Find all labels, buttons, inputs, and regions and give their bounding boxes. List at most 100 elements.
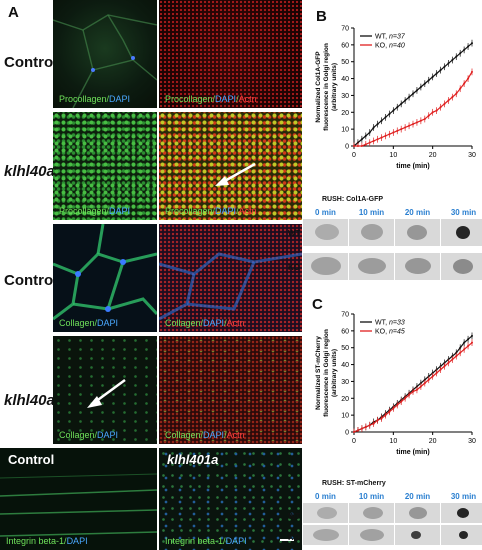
rush-c-ko-30 bbox=[441, 525, 482, 545]
data-point bbox=[459, 346, 462, 349]
y-axis-label-line: (arbitrary units) bbox=[331, 63, 338, 111]
data-point bbox=[372, 139, 375, 142]
data-point bbox=[380, 119, 383, 122]
caption-procollagen-dapi: Procollagen/DAPI bbox=[59, 94, 131, 104]
data-point bbox=[471, 70, 473, 73]
data-point bbox=[443, 102, 446, 105]
y-tick-label: 70 bbox=[341, 26, 349, 33]
caption-procollagen-dapi-2: Procollagen/DAPI bbox=[59, 206, 131, 216]
data-point bbox=[455, 351, 458, 354]
micrograph-klhl40a-collagen-dapi: Collagen/DAPI bbox=[53, 336, 157, 444]
data-point bbox=[427, 114, 430, 117]
legend-entry: KO, n=40 bbox=[375, 43, 405, 50]
y-axis-label-line: Normalized Col1A-GFP bbox=[315, 51, 322, 123]
data-point bbox=[404, 397, 407, 400]
data-point bbox=[412, 123, 414, 126]
data-point bbox=[463, 82, 466, 85]
legend-n: n=37 bbox=[389, 34, 406, 41]
data-point bbox=[388, 410, 391, 413]
scale-bar bbox=[280, 539, 294, 541]
data-point bbox=[451, 59, 454, 62]
rush-b-ko-10 bbox=[349, 253, 394, 280]
y-axis-label-line: fluorescence in Golgi region bbox=[323, 43, 330, 131]
data-point bbox=[471, 42, 473, 45]
data-point bbox=[408, 124, 411, 127]
row-label-b-wt: WT bbox=[288, 229, 301, 238]
data-point bbox=[384, 116, 387, 119]
data-point bbox=[392, 109, 395, 112]
data-point bbox=[400, 128, 403, 131]
y-tick-label: 40 bbox=[341, 76, 349, 83]
rush-b-wt-20 bbox=[395, 219, 440, 246]
data-point bbox=[380, 417, 383, 420]
time-label-b-3: 30 min bbox=[450, 208, 477, 217]
caption-integrin-dapi-2: Integrin beta-1/DAPI bbox=[165, 536, 247, 546]
x-tick-label: 0 bbox=[352, 152, 356, 159]
chart-b: 0 10 20 30 0 10 20 30 40 50 60 70 time (min) Normaliz… bbox=[315, 26, 476, 171]
data-point bbox=[447, 62, 450, 65]
data-point bbox=[368, 131, 371, 134]
data-point bbox=[467, 338, 470, 341]
legend-entry: WT, n=37 bbox=[375, 34, 406, 41]
rush-b-wt-10 bbox=[349, 219, 394, 246]
rush-c-wt-20 bbox=[395, 503, 440, 523]
data-point bbox=[467, 345, 470, 348]
rush-title-b: RUSH: Col1A-GFP bbox=[322, 196, 384, 203]
rush-c-wt-30 bbox=[441, 503, 482, 523]
row-label-b-ko: KO bbox=[288, 263, 300, 272]
panel-letter-c: C bbox=[312, 296, 323, 313]
y-tick-label: 40 bbox=[341, 362, 349, 369]
data-point bbox=[451, 358, 454, 361]
data-point bbox=[427, 378, 430, 381]
data-point bbox=[423, 382, 426, 385]
data-point bbox=[431, 375, 434, 378]
y-tick-label: 30 bbox=[341, 379, 349, 386]
data-point bbox=[400, 102, 403, 105]
data-point bbox=[451, 355, 454, 358]
data-point bbox=[423, 82, 426, 85]
data-point bbox=[471, 334, 473, 337]
rush-b-wt-0 bbox=[303, 219, 348, 246]
data-point bbox=[353, 145, 355, 147]
data-point bbox=[415, 388, 418, 391]
micrograph-klhl40a-procollagen-dapi-actn: Procollagen/DAPI/Actn bbox=[159, 112, 302, 220]
row-label-3: Control bbox=[4, 272, 58, 289]
data-point bbox=[364, 143, 367, 146]
data-point bbox=[419, 385, 422, 388]
rush-c-wt-10 bbox=[349, 503, 394, 523]
rush-b-wt-30 bbox=[441, 219, 482, 246]
y-tick-label: 20 bbox=[341, 396, 349, 403]
data-point bbox=[392, 407, 395, 410]
micrograph-control-procollagen-dapi-actn: Procollagen/DAPI/Actn bbox=[159, 0, 302, 108]
caption-collagen-dapi: Collagen/DAPI bbox=[59, 318, 119, 328]
data-point bbox=[396, 129, 399, 132]
micrograph-control-procollagen-dapi: Procollagen/DAPI bbox=[53, 0, 157, 108]
micrograph-control-integrin-dapi: Control Integrin beta-1/DAPI bbox=[0, 448, 157, 550]
row-label-c-ko: KO bbox=[288, 533, 300, 542]
micrograph-control-collagen-dapi-actn: Collagen/DAPI/Actn bbox=[159, 224, 302, 332]
data-point bbox=[396, 106, 399, 109]
caption-collagen-dapi-2: Collagen/DAPI bbox=[59, 430, 119, 440]
rush-c-ko-20 bbox=[395, 525, 440, 545]
data-point bbox=[463, 48, 466, 51]
rush-title-c: RUSH: ST-mCherry bbox=[322, 480, 386, 487]
bottom-label-klhl401a: klhl401a bbox=[167, 452, 219, 467]
series-line-ko bbox=[354, 71, 473, 147]
y-tick-label: 60 bbox=[341, 328, 349, 335]
data-point bbox=[376, 123, 379, 126]
y-axis-label-line: (arbitrary units) bbox=[331, 349, 338, 397]
data-point bbox=[372, 126, 375, 129]
data-point bbox=[384, 134, 387, 137]
time-label-c-3: 30 min bbox=[450, 492, 477, 501]
micrograph-klhl40a-integrin-dapi: klhl401a Integrin beta-1/DAPI bbox=[159, 448, 302, 550]
data-point bbox=[356, 145, 359, 147]
data-point bbox=[415, 89, 418, 92]
data-point bbox=[360, 138, 363, 141]
data-point bbox=[455, 92, 458, 95]
data-point bbox=[439, 368, 442, 371]
x-tick-label: 30 bbox=[468, 152, 476, 159]
y-tick-label: 0 bbox=[345, 430, 349, 437]
data-point bbox=[408, 393, 411, 396]
data-point bbox=[388, 133, 391, 136]
rush-c-ko-10 bbox=[349, 525, 394, 545]
